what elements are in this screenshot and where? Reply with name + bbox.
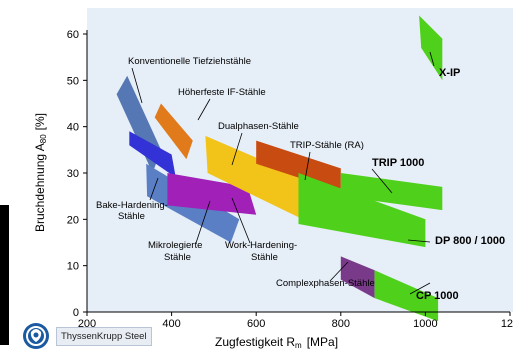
x-tick-label: 120 [501,318,513,330]
leader-line [304,151,311,181]
label-dp: DP 800 / 1000 [435,235,505,247]
leader-line [197,98,211,121]
thyssenkrupp-logo-icon [23,323,49,349]
leader-line [429,51,435,67]
label-trip1000: TRIP 1000 [372,157,424,169]
leader-line [371,168,393,194]
leader-line [195,200,211,244]
x-tick-label: 400 [162,318,180,330]
band-complexphasen-st-hle [340,256,375,299]
label-if: Höherfeste IF-Stähle [178,87,266,98]
y-tick-label: 10 [67,261,79,273]
label-bake-line1: Bake-Hardening- [96,200,168,211]
label-dual: Dualphasen-Stähle [218,121,299,132]
band-dualphasen-st-hle [205,135,303,220]
label-mikro-line1: Mikrolegierte [148,240,202,251]
band-trip-st-hle-ra [256,140,341,192]
label-xip: X-IP [439,67,460,79]
x-tick-label: 1000 [413,318,437,330]
left-edge-strip [0,205,9,345]
band-work-hardening-st-hle [167,173,257,215]
band-dp-800-1000 [298,173,426,248]
x-axis-title: Zugfestigkeit Rm [MPa] [215,335,338,350]
band-x-ip [419,15,443,81]
leader-line [131,67,143,104]
label-trip-ra: TRIP-Stähle (RA) [290,140,364,151]
y-tick-label: 50 [67,75,79,87]
leader-line [329,261,349,282]
label-mikro-line2: Stähle [164,252,191,263]
band-trip-1000 [340,173,443,211]
y-tick-label: 30 [67,168,79,180]
label-work-line2: Stähle [251,252,278,263]
y-tick-label: 40 [67,122,79,134]
leader-line [409,282,431,295]
x-tick-label: 800 [332,318,350,330]
brand-footer: ThyssenKrupp Steel [22,322,152,350]
leader-line [231,197,251,244]
label-complex: Complexphasen-Stähle [276,278,375,289]
leader-line [407,239,431,243]
y-tick-label: 20 [67,214,79,226]
label-bake-line2: Stähle [118,211,145,222]
y-tick-label: 60 [67,29,79,41]
label-cp1000: CP 1000 [416,290,459,302]
y-tick-label: 0 [73,307,79,319]
label-konventionelle: Konventionelle Tiefziehstähle [128,56,251,67]
band-h-herfeste-if-st-hle [154,103,193,160]
band-cp-1000 [374,270,439,322]
leader-line [149,177,159,201]
y-axis-title: Bruchdehnung A80[%] [33,113,48,232]
label-work-line1: Work-Hardening- [225,240,297,251]
brand-name: ThyssenKrupp Steel [56,326,152,346]
x-tick-label: 600 [247,318,265,330]
band-bake-hardening-st-hle [129,131,176,178]
leader-line [231,132,243,166]
